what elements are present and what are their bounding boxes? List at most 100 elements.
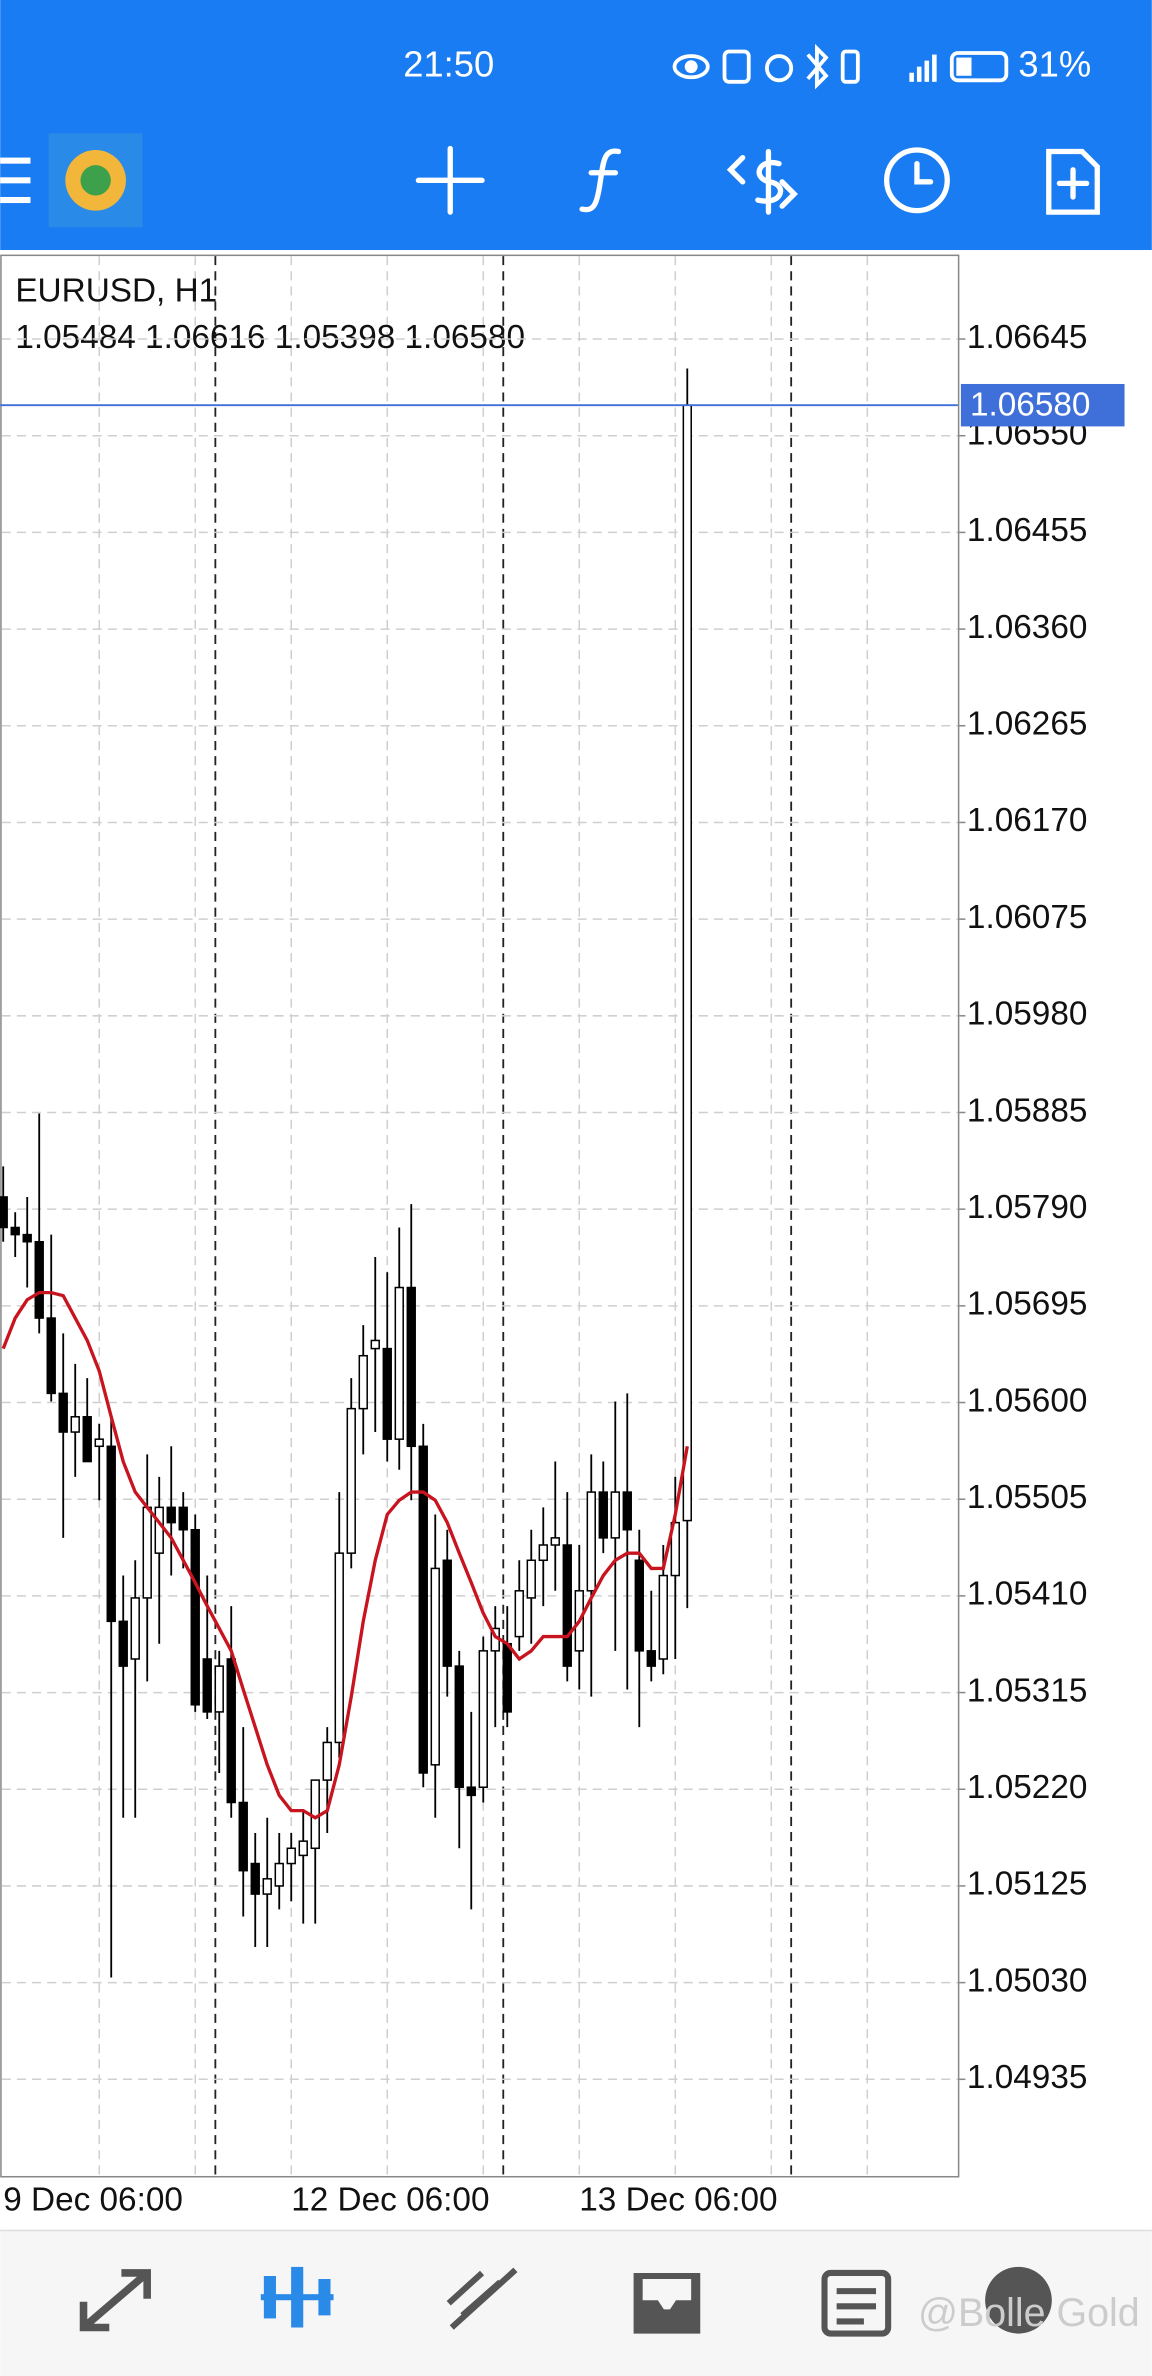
status-icons: [672, 43, 1009, 90]
candle-body: [418, 1445, 428, 1774]
y-tick-label: 1.04935: [967, 2059, 1087, 2096]
candle-body: [166, 1506, 176, 1524]
crosshair-button[interactable]: [415, 145, 485, 215]
candle-body: [190, 1528, 200, 1706]
candle-body: [334, 1552, 344, 1744]
y-tick-label: 1.06265: [967, 706, 1087, 743]
candle-body: [46, 1317, 56, 1395]
candle-body: [178, 1506, 188, 1531]
watermark: @Bolle Gold: [918, 2291, 1140, 2335]
candle-body: [142, 1506, 152, 1599]
candle-body: [598, 1491, 608, 1539]
candle-body: [82, 1416, 92, 1463]
candle-body: [214, 1665, 224, 1713]
candle-body: [406, 1286, 416, 1448]
plot-frame: [0, 254, 960, 2178]
candle-body: [238, 1801, 248, 1872]
candle-body: [118, 1620, 128, 1667]
candle-body: [382, 1347, 392, 1440]
quotes-tab[interactable]: [79, 2269, 151, 2332]
candle-body: [10, 1226, 20, 1236]
x-tick-label: 9 Dec 06:00: [3, 2182, 183, 2219]
y-tick-label: 1.05410: [967, 1576, 1087, 1613]
ohlc-readout: 1.05484 1.06616 1.05398 1.06580: [15, 319, 525, 356]
y-tick-label: 1.05695: [967, 1286, 1087, 1323]
bottom-nav: [0, 2230, 1152, 2376]
candle-body: [262, 1878, 272, 1895]
y-tick-label: 1.05505: [967, 1479, 1087, 1516]
candle-body: [70, 1416, 80, 1433]
candle-body: [346, 1407, 356, 1554]
candle-body: [370, 1339, 380, 1350]
candle-body: [442, 1559, 452, 1667]
candle-body: [0, 1196, 8, 1229]
candle-body: [34, 1240, 44, 1319]
menu-button[interactable]: [0, 157, 31, 204]
candle-body: [526, 1559, 536, 1599]
app-logo[interactable]: [48, 133, 143, 228]
candle-body: [658, 1574, 668, 1660]
timeframe-button[interactable]: [883, 147, 950, 214]
candle-body: [130, 1597, 140, 1660]
chat-tab[interactable]: [985, 2266, 1052, 2334]
y-tick-label: 1.06645: [967, 319, 1087, 356]
chart-symbol: EURUSD, H1: [15, 272, 217, 309]
candle-body: [550, 1537, 560, 1546]
candle-body: [466, 1786, 476, 1797]
y-tick-label: 1.06360: [967, 609, 1087, 646]
candle-body: [502, 1642, 512, 1713]
signal-icon: [909, 54, 937, 82]
chart: EURUSD, H1 1.05484 1.06616 1.05398 1.065…: [0, 254, 1087, 2178]
candle-body: [682, 404, 692, 1522]
x-tick-label: 13 Dec 06:00: [579, 2182, 777, 2219]
candle-body: [58, 1392, 68, 1433]
status-time: 21:50: [403, 43, 494, 84]
news-tab[interactable]: [821, 2269, 892, 2337]
candle-body: [538, 1544, 548, 1562]
trade-button[interactable]: [726, 148, 798, 215]
candle-body: [202, 1658, 212, 1713]
candle-body: [622, 1491, 632, 1531]
trade-tab[interactable]: [446, 2267, 518, 2330]
x-tick-label: 12 Dec 06:00: [291, 2182, 489, 2219]
indicators-button[interactable]: [579, 148, 622, 213]
candle-body: [610, 1491, 620, 1539]
moving-average: [1, 1290, 689, 1820]
candle-body: [154, 1506, 164, 1554]
candle-body: [298, 1840, 308, 1857]
y-tick-label: 1.06455: [967, 512, 1087, 549]
candle-body: [586, 1491, 596, 1592]
candle-body: [286, 1847, 296, 1865]
y-tick-label: 1.05885: [967, 1092, 1087, 1129]
vertical-grid: [98, 256, 869, 2176]
chart-tab[interactable]: [260, 2266, 334, 2328]
price-tag-label: 1.06580: [970, 387, 1090, 424]
candle-body: [358, 1354, 368, 1410]
top-bar: [0, 0, 1152, 251]
candle-body: [562, 1544, 572, 1667]
candle-body: [106, 1445, 116, 1623]
y-tick-label: 1.05030: [967, 1962, 1087, 1999]
templates-button[interactable]: [1046, 148, 1100, 215]
candle-body: [22, 1233, 32, 1243]
y-tick-label: 1.05315: [967, 1672, 1087, 1709]
y-tick-label: 1.06170: [967, 802, 1087, 839]
y-tick-label: 1.05980: [967, 996, 1087, 1033]
candle-body: [514, 1590, 524, 1638]
price-tag: [960, 383, 1125, 427]
candle-body: [274, 1862, 284, 1887]
candle-body: [322, 1741, 332, 1781]
candle-body: [478, 1650, 488, 1788]
candle-body: [94, 1438, 104, 1448]
y-tick-label: 1.05220: [967, 1769, 1087, 1806]
history-tab[interactable]: [633, 2272, 701, 2334]
candle-body: [670, 1521, 680, 1577]
y-tick-label: 1.05600: [967, 1382, 1087, 1419]
y-tick-label: 1.06075: [967, 899, 1087, 936]
candle-body: [250, 1862, 260, 1895]
candle-body: [454, 1665, 464, 1788]
y-tick-label: 1.05125: [967, 1866, 1087, 1903]
candle-body: [394, 1286, 404, 1440]
